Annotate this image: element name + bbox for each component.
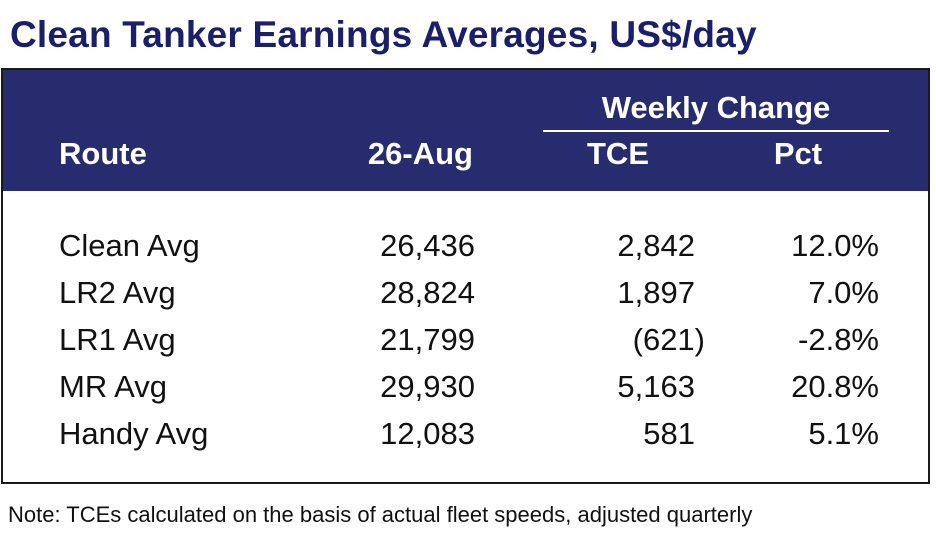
- tce-change-cell: 581: [643, 416, 695, 451]
- value-cell: 12,083: [380, 416, 475, 451]
- tce-change-cell: 5,163: [617, 369, 695, 404]
- table-row: MR Avg 29,930 5,163 20.8%: [3, 369, 928, 415]
- tce-change-cell: 2,842: [617, 228, 695, 263]
- route-cell: LR1 Avg: [59, 322, 176, 357]
- route-cell: LR2 Avg: [59, 275, 176, 310]
- earnings-table: Weekly Change Route 26-Aug TCE Pct Clean…: [1, 68, 930, 484]
- table-row: Clean Avg 26,436 2,842 12.0%: [3, 228, 928, 274]
- footnote: Note: TCEs calculated on the basis of ac…: [8, 502, 753, 527]
- route-cell: MR Avg: [59, 369, 167, 404]
- tce-change-cell: 1,897: [617, 275, 695, 310]
- page-title: Clean Tanker Earnings Averages, US$/day: [10, 14, 757, 55]
- tce-change-cell: (621): [632, 322, 705, 357]
- column-header-route: Route: [59, 136, 147, 171]
- value-cell: 28,824: [380, 275, 475, 310]
- pct-change-cell: 20.8%: [791, 369, 879, 404]
- weekly-change-group-label: Weekly Change: [601, 90, 831, 125]
- column-header-date: 26-Aug: [367, 136, 473, 171]
- weekly-change-divider: [543, 130, 889, 132]
- table-header: Weekly Change Route 26-Aug TCE Pct: [3, 70, 928, 191]
- route-cell: Handy Avg: [59, 416, 209, 451]
- value-cell: 26,436: [380, 228, 475, 263]
- table-row: LR1 Avg 21,799 (621) -2.8%: [3, 322, 928, 368]
- route-cell: Clean Avg: [59, 228, 200, 263]
- table-row: Handy Avg 12,083 581 5.1%: [3, 416, 928, 462]
- table-row: LR2 Avg 28,824 1,897 7.0%: [3, 275, 928, 321]
- pct-change-cell: 7.0%: [808, 275, 879, 310]
- column-header-pct: Pct: [773, 136, 823, 171]
- pct-change-cell: 5.1%: [808, 416, 879, 451]
- value-cell: 29,930: [380, 369, 475, 404]
- pct-change-cell: -2.8%: [798, 322, 879, 357]
- value-cell: 21,799: [380, 322, 475, 357]
- column-header-tce: TCE: [587, 136, 649, 171]
- pct-change-cell: 12.0%: [791, 228, 879, 263]
